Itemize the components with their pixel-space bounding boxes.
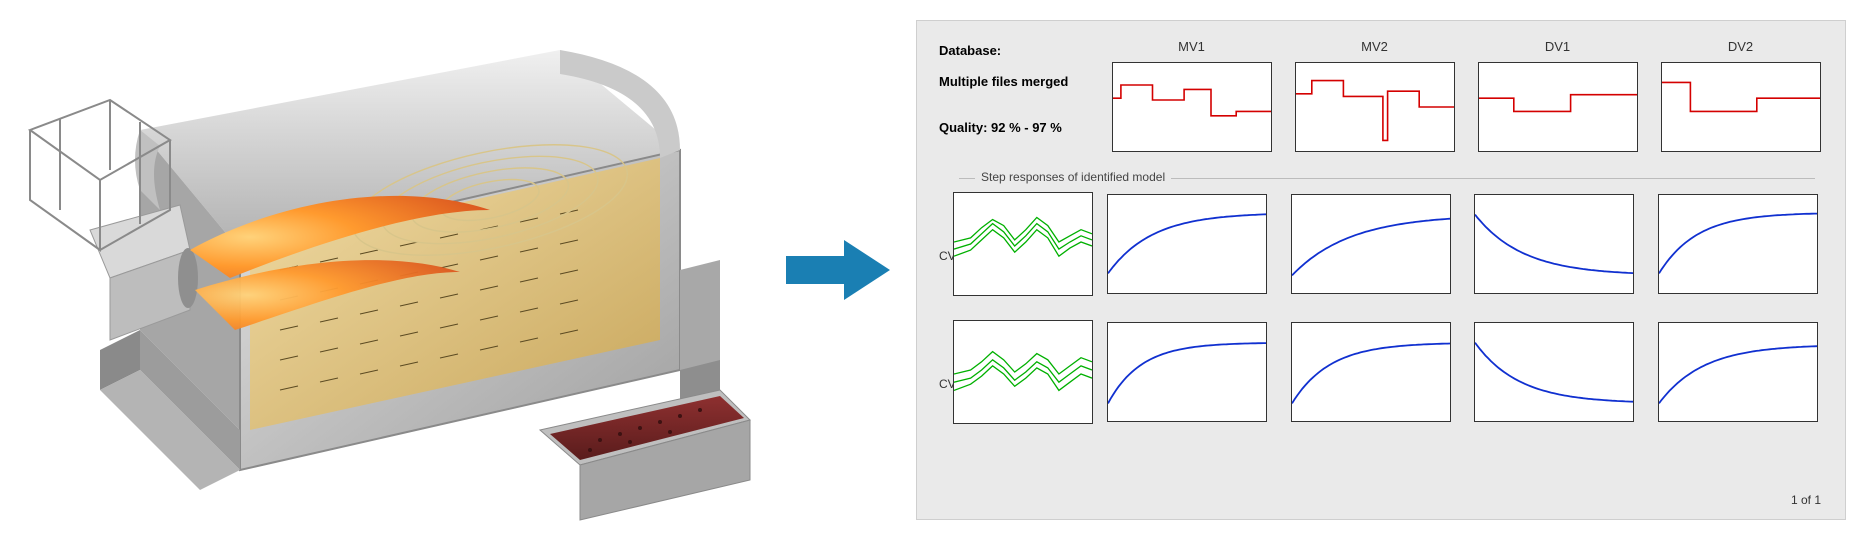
merged-text: Multiple files merged: [939, 70, 1109, 95]
step-cv2-mv1: [1107, 322, 1267, 422]
panel-meta: Database: Multiple files merged Quality:…: [939, 39, 1109, 141]
step-cv1-dv1: [1474, 194, 1634, 294]
furnace-3d-illustration: [20, 10, 760, 530]
arrow-indicator: [778, 230, 898, 310]
step-cv1-mv1: [1107, 194, 1267, 294]
step-cv2-mv2: [1291, 322, 1451, 422]
col-title-mv1: MV1: [1178, 39, 1205, 54]
step-cv1-dv2: [1658, 194, 1818, 294]
quality-text: Quality: 92 % - 97 %: [939, 116, 1109, 141]
dv2-chart: [1661, 62, 1821, 152]
forehearth-box: [540, 390, 750, 520]
dv1-chart: [1478, 62, 1638, 152]
model-id-panel: Database: Multiple files merged Quality:…: [916, 20, 1846, 520]
col-title-dv2: DV2: [1728, 39, 1753, 54]
mv2-chart: [1295, 62, 1455, 152]
step-section-label: Step responses of identified model: [975, 170, 1171, 184]
cv2-signal-chart: [953, 320, 1093, 424]
col-title-mv2: MV2: [1361, 39, 1388, 54]
step-cv2-dv1: [1474, 322, 1634, 422]
input-signal-row: MV1 MV2 DV1 DV2: [1109, 39, 1823, 152]
cv2-row: [1109, 320, 1823, 424]
col-title-dv1: DV1: [1545, 39, 1570, 54]
pager-text: 1 of 1: [1791, 493, 1821, 507]
step-cv2-dv2: [1658, 322, 1818, 422]
cv1-row: [1109, 192, 1823, 296]
cv1-signal-chart: [953, 192, 1093, 296]
mv1-chart: [1112, 62, 1272, 152]
database-label: Database:: [939, 39, 1109, 64]
step-cv1-mv2: [1291, 194, 1451, 294]
